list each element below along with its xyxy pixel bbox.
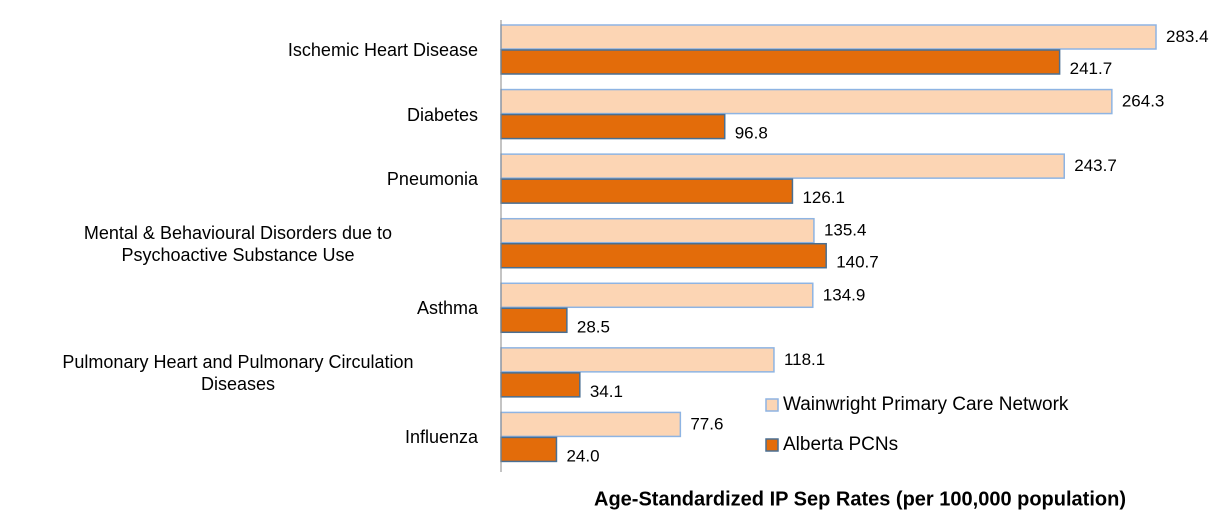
value-label: 24.0 — [566, 446, 599, 465]
bar — [500, 153, 1065, 179]
bar — [500, 217, 815, 244]
value-label: 96.8 — [735, 124, 768, 143]
category-label: Influenza — [404, 427, 478, 448]
value-label: 140.7 — [836, 253, 879, 272]
value-label: 283.4 — [1166, 27, 1209, 46]
value-label: 134.9 — [823, 285, 866, 304]
legend-label: Alberta PCNs — [783, 434, 898, 455]
legend-swatch — [765, 398, 779, 412]
category-label: Mental & Behavioural Disorders due to Ps… — [83, 222, 393, 265]
value-label: 264.3 — [1122, 92, 1165, 111]
category-label: Pulmonary Heart and Pulmonary Circulatio… — [62, 351, 414, 394]
bar — [500, 411, 682, 438]
bar — [500, 178, 794, 204]
value-label: 34.1 — [590, 382, 623, 401]
bar — [500, 49, 1061, 75]
axis-title: Age-Standardized IP Sep Rates (per 100,0… — [594, 488, 1126, 510]
bar — [500, 307, 568, 334]
value-label: 126.1 — [802, 188, 845, 207]
bar — [500, 282, 814, 309]
bar — [500, 24, 1157, 50]
value-label: 77.6 — [690, 414, 723, 433]
category-label: Diabetes — [406, 104, 478, 125]
legend-label: Wainwright Primary Care Network — [783, 394, 1069, 415]
bar — [500, 242, 827, 269]
legend-swatch — [765, 438, 779, 452]
bar — [500, 88, 1113, 115]
value-label: 241.7 — [1070, 59, 1113, 78]
value-label: 243.7 — [1074, 156, 1117, 175]
category-label: Ischemic Heart Disease — [287, 40, 478, 60]
value-label: 28.5 — [577, 317, 610, 336]
category-label: Pneumonia — [386, 169, 478, 190]
value-label: 135.4 — [824, 221, 867, 240]
bar — [500, 347, 775, 373]
bar — [500, 372, 581, 398]
bar — [500, 113, 726, 140]
category-label: Asthma — [416, 298, 478, 319]
bar — [500, 436, 558, 463]
value-label: 118.1 — [784, 350, 825, 369]
